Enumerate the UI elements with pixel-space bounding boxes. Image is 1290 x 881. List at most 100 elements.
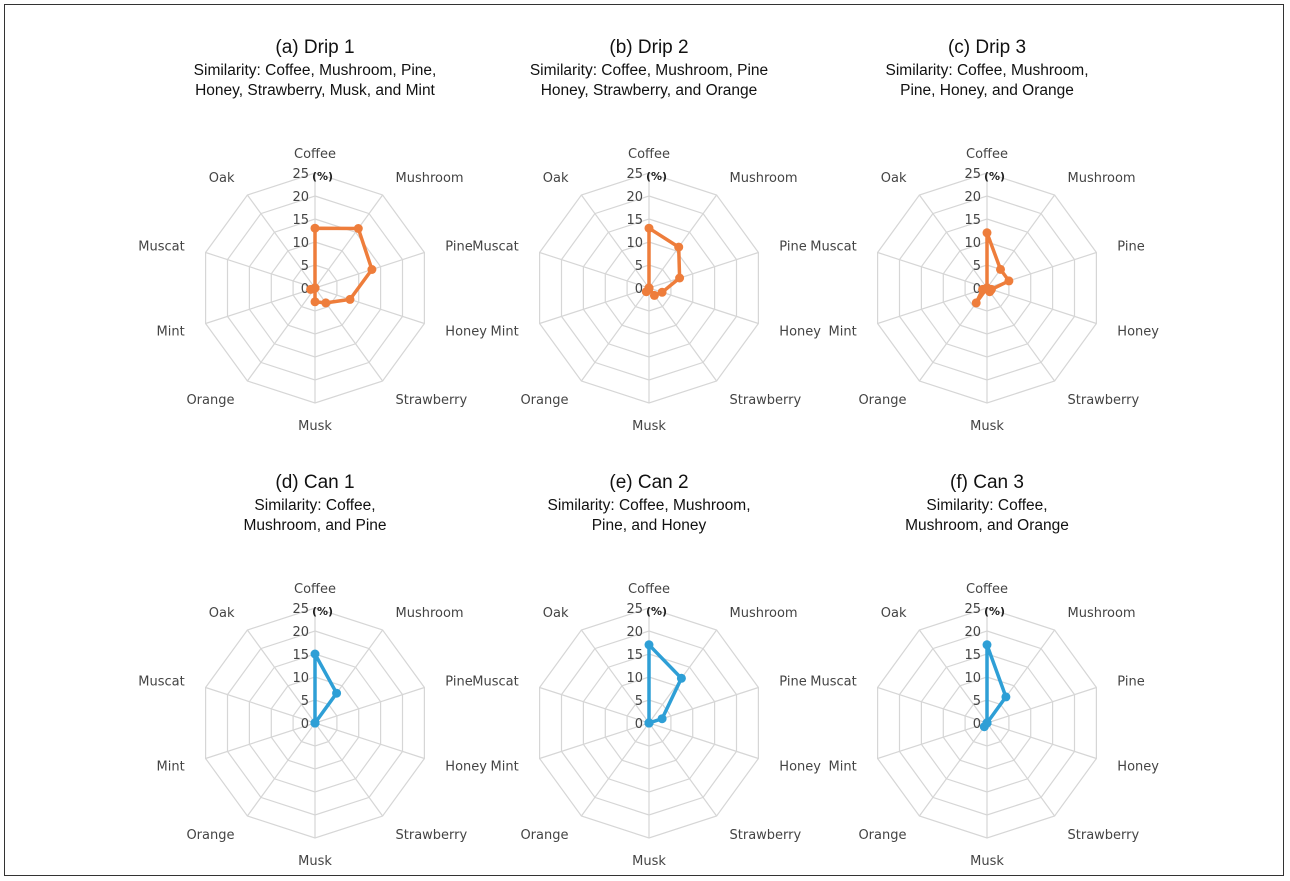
grid-spoke <box>918 722 988 817</box>
data-point <box>675 273 685 283</box>
axis-label: Oak <box>543 171 569 186</box>
axis-label: Honey <box>445 759 487 774</box>
axis-label: Coffee <box>628 147 670 162</box>
data-point <box>310 718 320 728</box>
radar-chart: 0 5 10 15 20 25 (%) Coffee Mushroom Pine Honey Stra… <box>810 147 1159 434</box>
tick-label: 5 <box>973 694 981 709</box>
unit-label: (%) <box>646 605 667 618</box>
tick-label: 10 <box>626 671 643 686</box>
axis-label: Coffee <box>294 147 336 162</box>
axis-label: Mushroom <box>730 171 798 186</box>
grid-spoke <box>205 251 316 289</box>
axis-label: Mint <box>491 324 519 339</box>
axis-label: Coffee <box>628 582 670 597</box>
subtitle-line: Similarity: Coffee, <box>926 497 1048 514</box>
tick-label: 15 <box>292 648 309 663</box>
subtitle-line: Similarity: Coffee, Mushroom, Pine, <box>193 62 437 79</box>
panel-subtitle: Similarity: Coffee, Mushroom, and Orange <box>817 496 1157 536</box>
grid-spoke <box>539 686 650 724</box>
axis-label: Muscat <box>138 675 184 690</box>
data-point <box>644 283 654 293</box>
axis-label: Muscat <box>810 675 856 690</box>
tick-label: 5 <box>635 259 643 274</box>
grid-spoke <box>648 194 718 289</box>
panel-title: (d) Can 1 <box>275 472 355 493</box>
tick-label: 5 <box>973 259 981 274</box>
axis-label: Mushroom <box>730 606 798 621</box>
tick-label: 10 <box>964 236 981 251</box>
axis-label: Mushroom <box>396 171 464 186</box>
grid-spoke <box>580 629 650 724</box>
axis-label: Strawberry <box>1068 393 1140 408</box>
axis-label: Honey <box>1117 759 1159 774</box>
grid-spoke <box>314 722 425 760</box>
grid-spoke <box>986 194 1056 289</box>
data-point <box>310 297 320 307</box>
unit-label: (%) <box>984 170 1005 183</box>
axis-label: Honey <box>779 759 821 774</box>
tick-label: 0 <box>301 282 309 297</box>
tick-label: 0 <box>973 282 981 297</box>
grid-spoke <box>648 287 759 325</box>
axis-label: Pine <box>1117 240 1144 255</box>
tick-label: 10 <box>292 671 309 686</box>
axis-label: Oak <box>209 171 235 186</box>
axis-label: Strawberry <box>730 828 802 843</box>
tick-label: 15 <box>626 213 643 228</box>
axis-label: Orange <box>186 828 234 843</box>
axis-label: Musk <box>298 419 332 434</box>
grid-spoke <box>205 722 316 760</box>
grid-spoke <box>648 251 759 289</box>
data-point <box>353 224 363 233</box>
subtitle-line: Honey, Strawberry, and Orange <box>540 82 758 99</box>
axis-label: Mint <box>157 759 185 774</box>
grid-spoke <box>986 287 1056 382</box>
panel-subtitle: Similarity: Coffee, Mushroom, Pine, and … <box>479 496 819 536</box>
radar-panel-can-1: (d) Can 1 Similarity: Coffee, Mushroom, … <box>138 446 487 876</box>
data-point <box>982 640 992 650</box>
axis-label: Pine <box>445 240 472 255</box>
axis-label: Pine <box>779 240 806 255</box>
radar-chart: 0 5 10 15 20 25 (%) Coffee Mushroom Pine Honey Stra… <box>138 582 487 869</box>
axis-label: Muscat <box>810 240 856 255</box>
data-point <box>310 283 320 293</box>
tick-label: 25 <box>292 167 309 182</box>
data-point <box>644 718 654 728</box>
axis-label: Mushroom <box>396 606 464 621</box>
data-point <box>644 640 654 650</box>
grid-spoke <box>246 194 316 289</box>
axis-label: Orange <box>520 828 568 843</box>
axis-label: Musk <box>298 854 332 869</box>
axis-label: Mint <box>491 759 519 774</box>
tick-label: 20 <box>626 625 643 640</box>
data-point <box>676 673 686 683</box>
unit-label: (%) <box>646 170 667 183</box>
grid-spoke <box>648 686 759 724</box>
axis-label: Oak <box>209 606 235 621</box>
tick-label: 15 <box>292 213 309 228</box>
axis-label: Pine <box>779 675 806 690</box>
data-point <box>971 298 981 308</box>
axis-label: Strawberry <box>396 828 468 843</box>
grid-spoke <box>877 251 988 289</box>
grid-spoke <box>246 287 316 382</box>
grid-spoke <box>986 722 1056 817</box>
data-point <box>310 649 320 659</box>
axis-label: Musk <box>970 854 1004 869</box>
axis-label: Mint <box>829 759 857 774</box>
axis-label: Oak <box>543 606 569 621</box>
grid-spoke <box>986 722 1097 760</box>
subtitle-line: Similarity: Coffee, Mushroom, <box>547 497 751 514</box>
panel-title: (f) Can 3 <box>950 472 1024 493</box>
subtitle-line: Mushroom, and Pine <box>243 517 387 534</box>
subtitle-line: Mushroom, and Orange <box>905 517 1069 534</box>
subtitle-line: Pine, Honey, and Orange <box>900 82 1074 99</box>
axis-label: Honey <box>779 324 821 339</box>
panel-subtitle: Similarity: Coffee, Mushroom, Pine Honey… <box>479 61 819 101</box>
data-point <box>644 223 654 233</box>
tick-label: 15 <box>626 648 643 663</box>
grid-spoke <box>580 194 650 289</box>
radar-panel-can-3: (f) Can 3 Similarity: Coffee, Mushroom, … <box>810 446 1159 876</box>
axis-label: Muscat <box>138 240 184 255</box>
radar-panel-can-2: (e) Can 2 Similarity: Coffee, Mushroom, … <box>472 446 821 876</box>
